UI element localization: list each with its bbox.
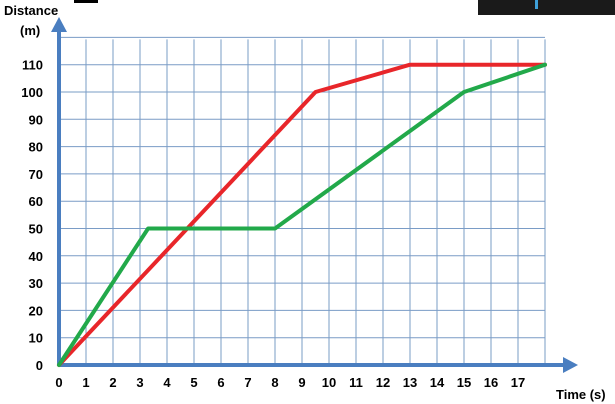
x-tick-label: 13 — [403, 375, 417, 390]
x-tick-label: 1 — [82, 375, 89, 390]
y-tick-label: 50 — [29, 222, 43, 237]
series — [57, 62, 547, 367]
x-tick-label: 2 — [109, 375, 116, 390]
y-axis-title-line1: Distance — [4, 3, 58, 18]
x-tick-label: 8 — [271, 375, 278, 390]
x-axis-title: Time (s) — [556, 387, 606, 402]
x-tick-label: 17 — [511, 375, 525, 390]
y-tick-label: 60 — [29, 194, 43, 209]
x-tick-label: 5 — [190, 375, 197, 390]
tick-labels: 0 1 2 3 4 5 6 7 8 9 10 11 12 13 14 15 16 1701020304050607… — [21, 58, 525, 390]
x-tick-label: 16 — [484, 375, 498, 390]
y-axis-title-line2: (m) — [20, 23, 40, 38]
x-tick-label: 10 — [322, 375, 336, 390]
series-line-2 — [57, 62, 547, 367]
x-tick-label: 0 — [55, 375, 62, 390]
x-tick-label: 15 — [457, 375, 471, 390]
y-axis-arrowhead — [51, 17, 67, 32]
y-tick-label: 100 — [21, 85, 43, 100]
y-tick-label: 20 — [29, 303, 43, 318]
x-tick-label: 3 — [136, 375, 143, 390]
y-tick-label: 30 — [29, 276, 43, 291]
y-tick-label: 10 — [29, 331, 43, 346]
y-tick-label: 0 — [36, 358, 43, 373]
x-tick-label: 7 — [244, 375, 251, 390]
x-axis-arrowhead — [563, 357, 578, 373]
y-tick-label: 70 — [29, 167, 43, 182]
corner-decoration — [478, 0, 615, 15]
x-tick-label: 4 — [163, 375, 171, 390]
corner-decoration-accent — [535, 0, 538, 9]
y-tick-label: 90 — [29, 112, 43, 127]
x-tick-label: 12 — [376, 375, 390, 390]
axes — [51, 17, 578, 373]
x-tick-label: 6 — [217, 375, 224, 390]
x-tick-label: 9 — [298, 375, 305, 390]
y-tick-label: 110 — [22, 58, 43, 73]
y-tick-label: 40 — [29, 249, 43, 264]
x-tick-label: 11 — [349, 375, 363, 390]
y-tick-label: 80 — [29, 140, 43, 155]
top-left-mark — [74, 0, 98, 3]
grid — [59, 36, 546, 365]
x-tick-label: 14 — [430, 375, 445, 390]
